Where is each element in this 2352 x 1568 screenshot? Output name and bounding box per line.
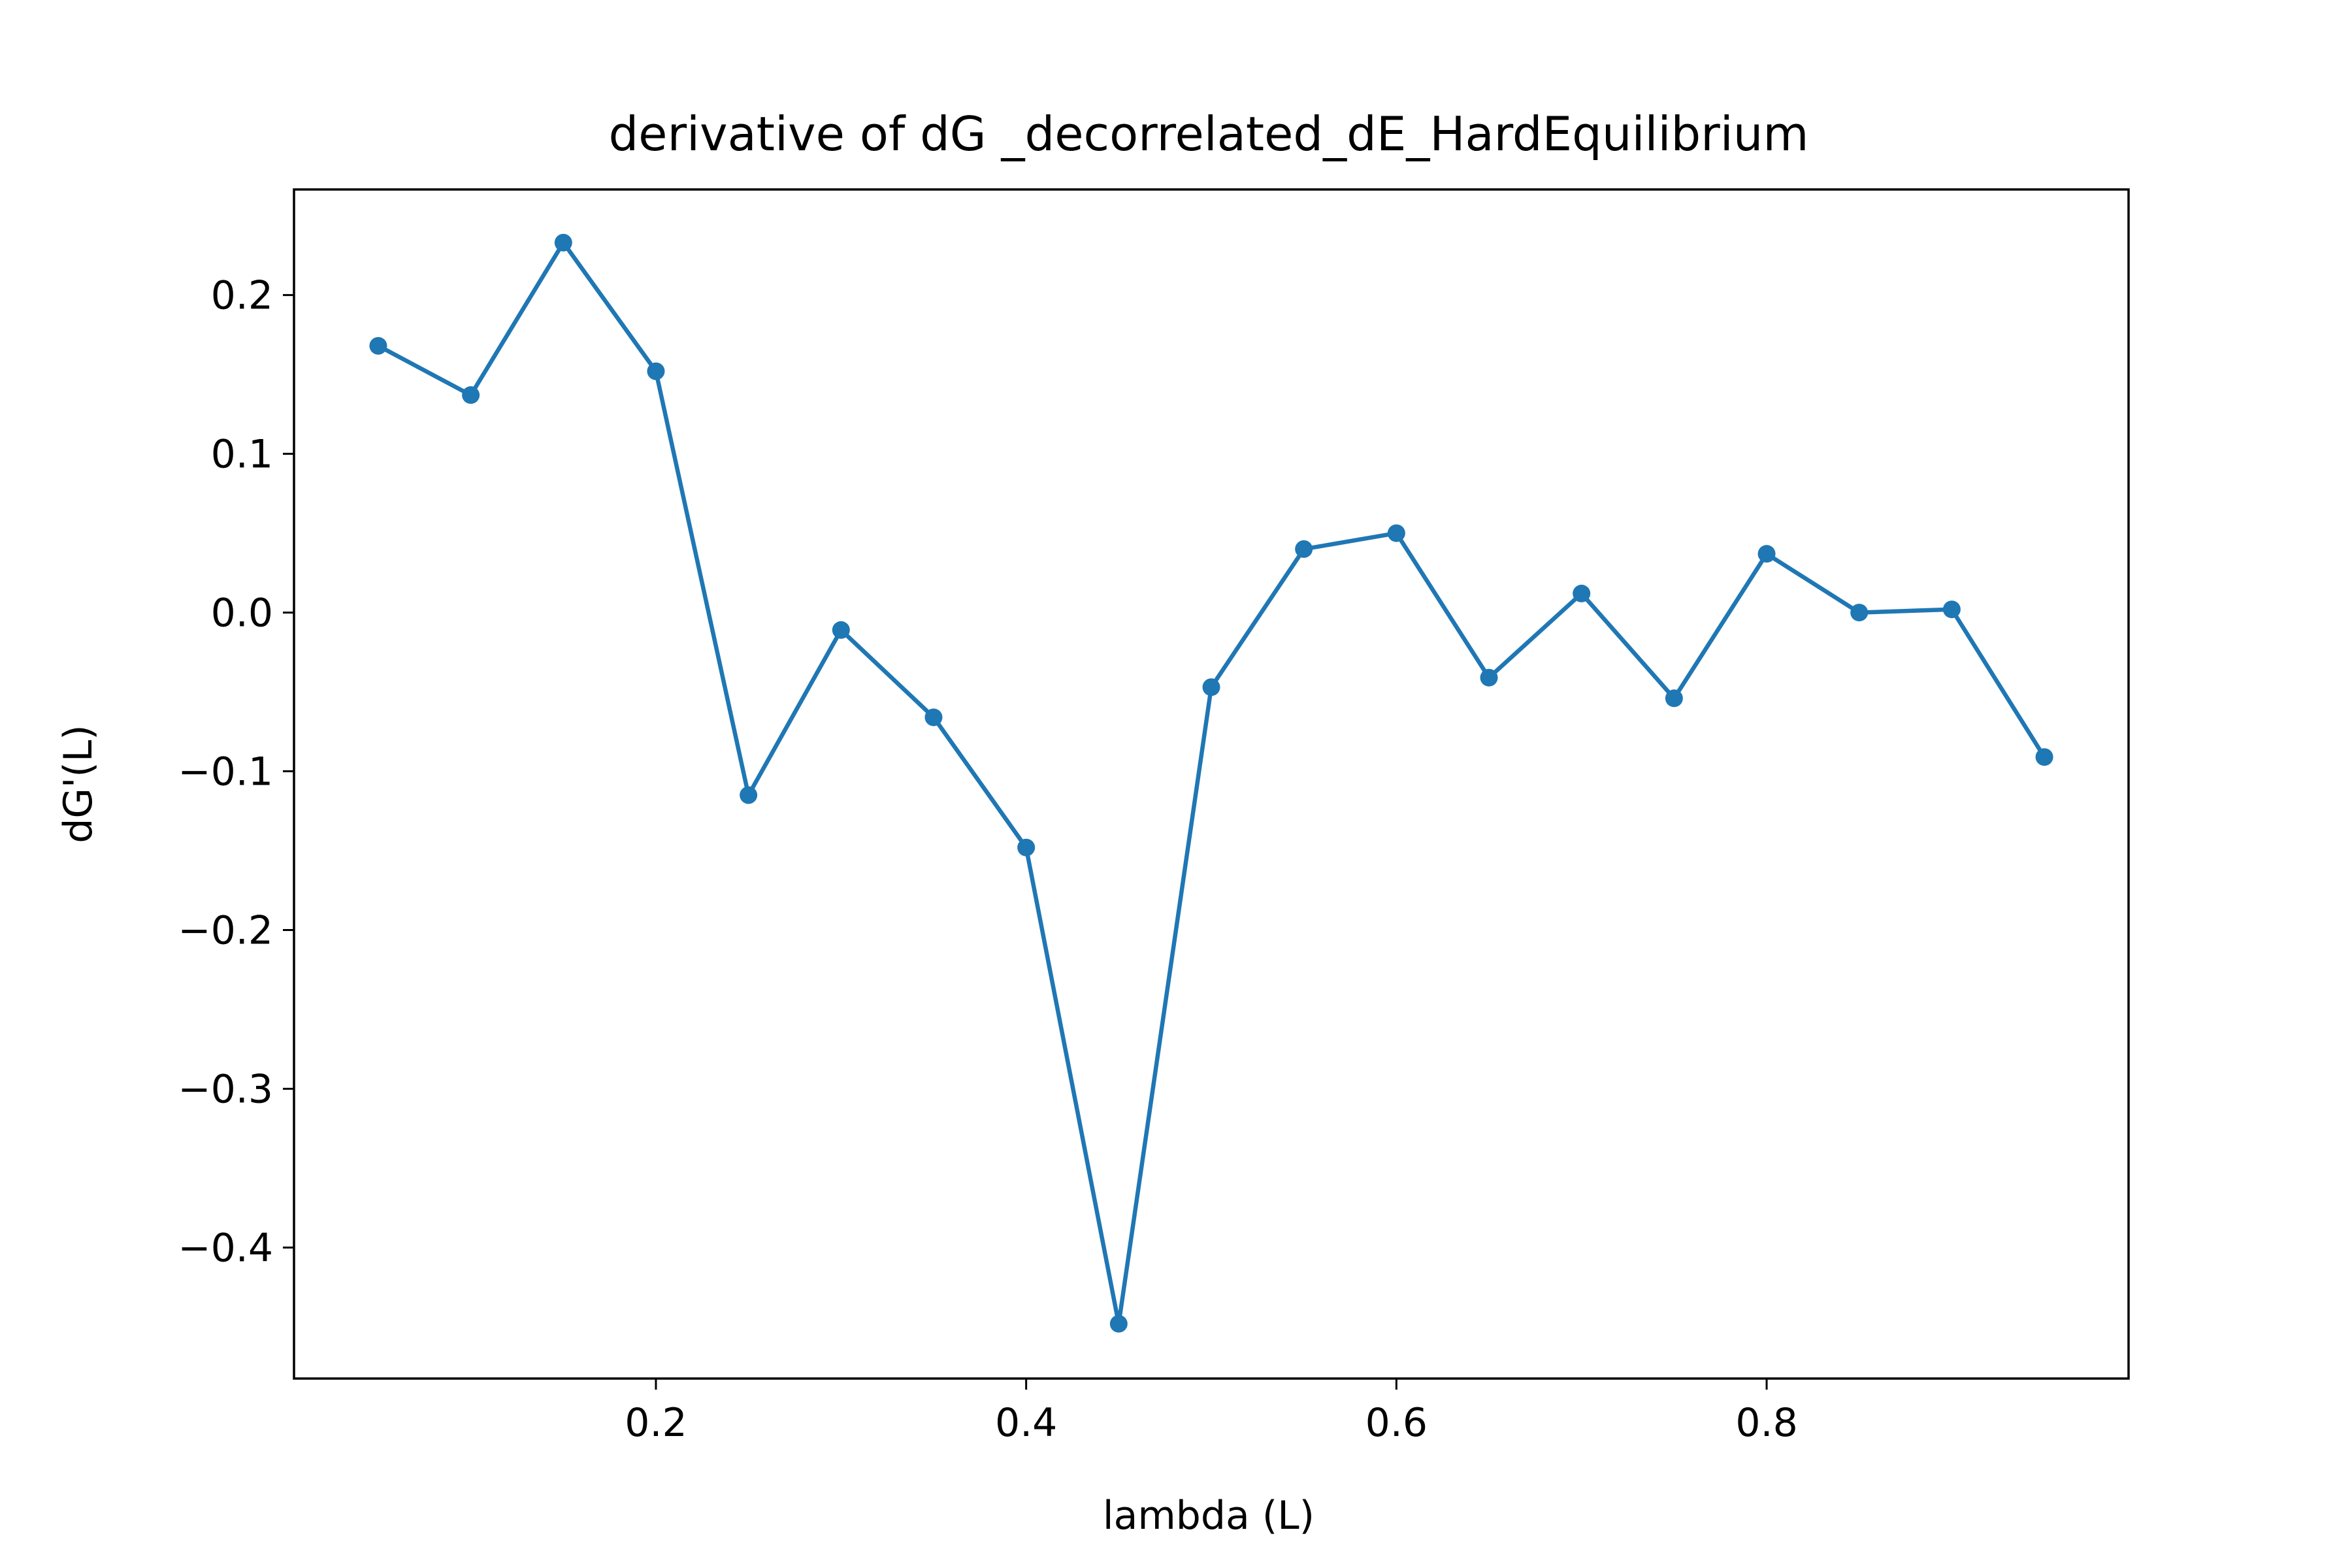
plot-area: 0.2 0.4 0.6 0.8 −0.4 −0.3 −0.2 −0.1 0.0 0.1 0.2 [178,188,2130,1446]
data-point [554,233,572,252]
data-point [1480,668,1498,687]
chart-title: derivative of dG _decorrelated_dE_HardEq… [608,106,1808,161]
data-point [1202,678,1220,696]
data-point [1665,689,1683,708]
x-tick-label: 0.8 [1735,1400,1797,1446]
data-point [1942,600,1961,619]
data-point [1295,540,1313,558]
y-tick-label: 0.1 [211,432,273,478]
x-axis-title: lambda (L) [1103,1493,1315,1539]
data-point [1387,524,1405,542]
x-tick-label: 0.2 [625,1400,687,1446]
data-point [1017,838,1036,857]
x-tick-label: 0.4 [995,1400,1057,1446]
x-tick-label: 0.6 [1365,1400,1428,1446]
data-point [1109,1315,1128,1333]
data-point [1757,545,1776,563]
data-point [462,386,480,404]
data-point [1850,604,1869,622]
data-point [2035,748,2053,766]
plot-frame [293,188,2130,1380]
y-tick-label: 0.2 [211,273,273,319]
y-axis-title: dG'(L) [56,725,101,843]
data-point [740,786,758,804]
y-tick-label: −0.4 [178,1226,273,1271]
y-tick-label: −0.1 [178,749,273,795]
data-point [924,708,943,727]
y-tick-label: 0.0 [211,591,273,636]
y-tick-label: −0.2 [178,908,273,954]
data-point [369,336,387,355]
data-point [832,621,850,639]
data-point [1573,584,1591,602]
y-tick-label: −0.3 [178,1067,273,1113]
data-point [647,362,665,380]
